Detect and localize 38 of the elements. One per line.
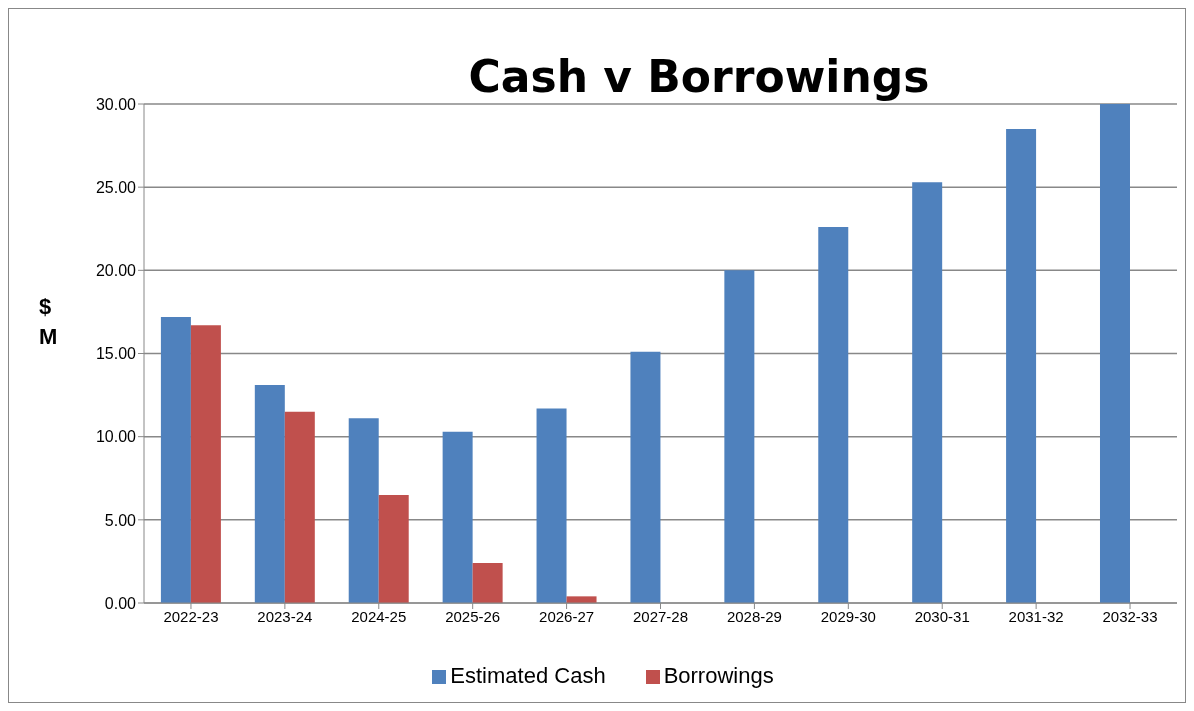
x-tick-label: 2024-25 [351,607,407,625]
bar [442,431,473,603]
x-tick-label: 2031-32 [1008,607,1064,625]
bar [160,316,191,603]
bar [818,227,849,603]
x-tick-label: 2027-28 [632,607,689,625]
bar [190,325,221,603]
bar [912,182,943,603]
bar [1099,104,1130,603]
y-tick-label: 5.00 [104,511,137,529]
x-tick-label: 2028-29 [726,607,782,625]
bar [1006,128,1037,603]
x-tick-label: 2022-23 [163,607,219,625]
legend-label: Estimated Cash [450,663,606,688]
x-tick-label: 2023-24 [257,607,313,625]
x-tick-label: 2026-27 [539,607,595,625]
bar [472,563,503,603]
legend-label: Borrowings [663,663,774,688]
bar [254,385,285,603]
bar [348,418,379,603]
bar [630,351,661,603]
x-tick-label: 2032-33 [1102,607,1158,625]
bar [566,596,597,603]
bar [378,494,409,603]
bar [536,408,567,603]
y-tick-label: 30.00 [95,95,137,113]
bar [724,270,755,603]
chart-title: Cash v Borrowings [467,51,931,102]
y-tick-label: 25.00 [95,178,137,196]
x-tick-label: 2025-26 [445,607,501,625]
bar [284,411,315,603]
y-tick-label: 10.00 [95,428,137,446]
x-tick-label: 2029-30 [820,607,876,625]
x-tick-label: 2030-31 [914,607,970,625]
y-tick-label: 20.00 [95,262,137,280]
y-tick-label: 0.00 [104,594,137,612]
y-tick-label: 15.00 [95,345,137,363]
y-axis-title: $ M [39,294,58,349]
